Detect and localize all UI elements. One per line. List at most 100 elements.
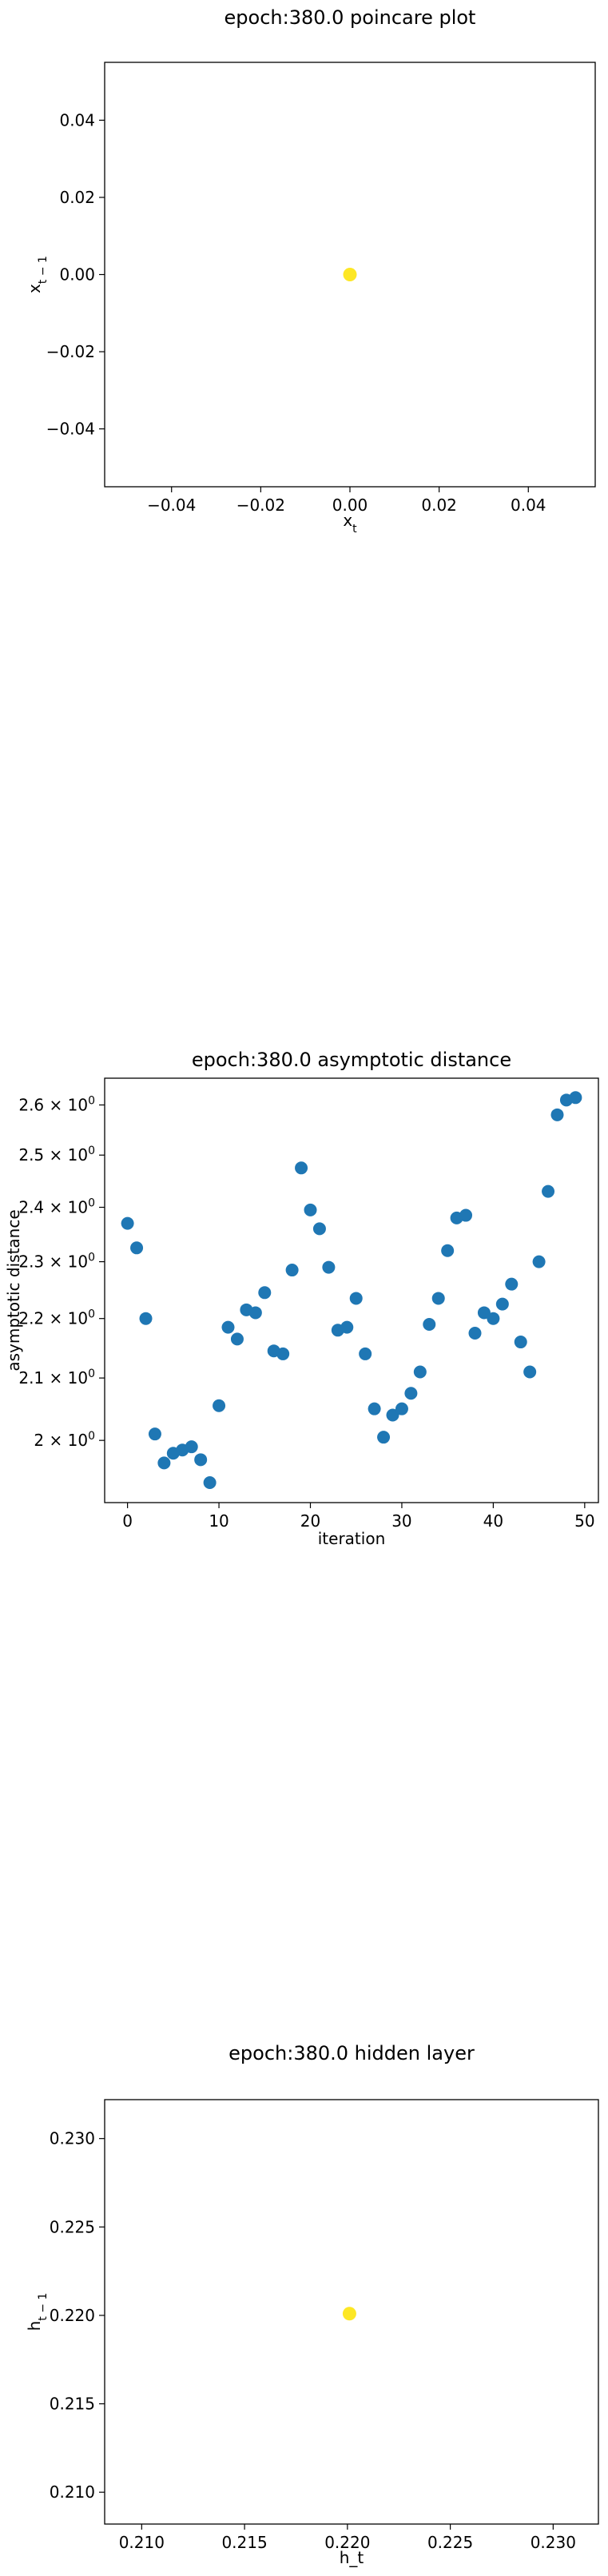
x-tick-label: 0.210 (119, 2533, 165, 2552)
y-tick-times: × 10 (44, 1095, 88, 1114)
y-tick-exponent: 0 (88, 1368, 95, 1380)
y-tick-label: 0.230 (50, 2129, 95, 2148)
data-point (340, 1320, 354, 1334)
data-point (157, 1456, 171, 1470)
y-tick-label: 0.220 (50, 2306, 95, 2325)
data-point (304, 1203, 317, 1216)
y-tick-times: × 10 (44, 1309, 88, 1328)
y-tick-mantissa: 2.5 (18, 1145, 44, 1165)
data-point (148, 1427, 161, 1441)
data-point (459, 1208, 473, 1222)
data-point (342, 2307, 356, 2321)
x-axis-label: xt (343, 511, 357, 536)
data-point (395, 1402, 408, 1415)
y-tick-exponent: 0 (88, 1145, 95, 1157)
x-tick-label: 0.00 (332, 496, 368, 515)
data-point (248, 1306, 262, 1320)
y-tick-label: 0.210 (50, 2482, 95, 2502)
y-tick-mantissa: 2.2 (18, 1309, 44, 1328)
y-tick-mantissa: 2 (34, 1431, 44, 1450)
axes-frame (104, 62, 596, 488)
data-point (295, 1161, 308, 1175)
y-tick-exponent: 0 (88, 1430, 95, 1443)
data-point (495, 1297, 509, 1311)
y-axis-label: ht − 1 (25, 2293, 50, 2331)
data-point (230, 1332, 244, 1346)
data-point (121, 1216, 134, 1230)
chart-title: epoch:380.0 hidden layer (228, 2042, 475, 2064)
y-tick-exponent: 0 (88, 1197, 95, 1210)
data-point (276, 1347, 290, 1360)
y-tick-times: × 10 (44, 1252, 88, 1272)
data-point (532, 1255, 546, 1268)
chart-title: epoch:380.0 poincare plot (225, 6, 476, 29)
data-point (139, 1312, 153, 1325)
data-point (213, 1399, 226, 1412)
y-tick-times: × 10 (44, 1368, 88, 1388)
chart-title: epoch:380.0 asymptotic distance (192, 1049, 511, 1071)
data-point (258, 1286, 272, 1300)
x-tick-label: 0.02 (421, 496, 457, 515)
x-tick-label: 20 (300, 1511, 320, 1531)
y-tick-mantissa: 2.3 (18, 1252, 44, 1272)
y-axis-label: asymptotic distance (4, 1209, 23, 1371)
x-axis-label-subscript: t (352, 523, 357, 536)
axes-frame (104, 2099, 599, 2525)
y-tick-label: 2 × 100 (34, 1430, 95, 1450)
data-point (322, 1260, 336, 1274)
x-tick-label: 0.225 (427, 2533, 473, 2552)
data-point (221, 1320, 235, 1334)
y-tick-label: 0.225 (50, 2217, 95, 2236)
data-point (441, 1244, 455, 1257)
y-tick-label: 2.4 × 100 (18, 1197, 95, 1217)
y-tick-label: 2.2 × 100 (18, 1308, 95, 1328)
data-point (312, 1222, 326, 1236)
x-tick-label: 10 (209, 1511, 228, 1531)
y-tick-label: 0.04 (59, 110, 95, 129)
y-tick-label: −0.04 (46, 420, 95, 439)
y-tick-label: 2.6 × 100 (18, 1094, 95, 1114)
y-tick-label: 0.02 (59, 188, 95, 207)
data-point (194, 1453, 208, 1467)
y-tick-label: 2.3 × 100 (18, 1252, 95, 1272)
data-point (377, 1431, 391, 1444)
y-tick-times: × 10 (44, 1431, 88, 1450)
x-tick-label: 30 (391, 1511, 411, 1531)
data-point (185, 1440, 198, 1454)
y-axis-label-base: x (25, 284, 44, 293)
x-axis-label-base: x (343, 511, 352, 530)
y-tick-label: 0.00 (59, 265, 95, 285)
x-tick-label: 0.220 (324, 2533, 370, 2552)
x-tick-label: −0.04 (147, 496, 196, 515)
y-tick-label: 2.1 × 100 (18, 1368, 95, 1388)
y-tick-label: −0.02 (46, 342, 95, 361)
data-point (130, 1241, 144, 1255)
y-axis-label-subscript: t − 1 (37, 2293, 50, 2321)
y-tick-mantissa: 2.4 (18, 1198, 44, 1217)
y-tick-times: × 10 (44, 1198, 88, 1217)
data-point (550, 1108, 564, 1121)
data-point (285, 1264, 299, 1277)
data-point (468, 1326, 482, 1340)
y-tick-times: × 10 (44, 1145, 88, 1165)
y-tick-label: 0.215 (50, 2395, 95, 2414)
y-tick-exponent: 0 (88, 1252, 95, 1264)
data-point (404, 1387, 418, 1400)
data-point (349, 1292, 363, 1305)
x-tick-label: 0.215 (221, 2533, 267, 2552)
data-point (368, 1402, 381, 1415)
y-tick-exponent: 0 (88, 1308, 95, 1321)
y-tick-label: 2.5 × 100 (18, 1145, 95, 1165)
y-tick-mantissa: 2.6 (18, 1095, 44, 1114)
data-point (487, 1312, 500, 1325)
x-axis-label: iteration (318, 1529, 386, 1548)
data-point (343, 268, 357, 281)
x-tick-label: 0 (122, 1511, 133, 1531)
data-point (359, 1347, 372, 1360)
data-point (203, 1476, 217, 1490)
data-point (431, 1292, 445, 1305)
x-tick-label: 0.230 (531, 2533, 576, 2552)
data-point (423, 1317, 436, 1331)
y-axis-label-base: h (25, 2321, 44, 2331)
